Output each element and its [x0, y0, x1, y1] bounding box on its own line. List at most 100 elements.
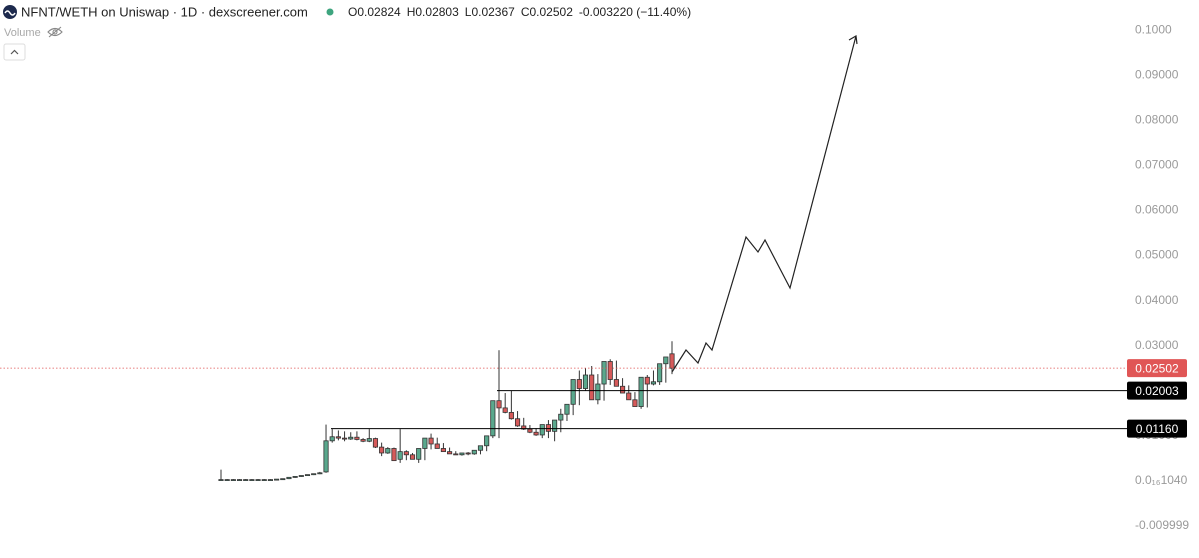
- candle-body: [644, 376, 650, 385]
- candle-body: [379, 446, 385, 454]
- candle-body: [385, 448, 391, 454]
- candle-body: [366, 438, 372, 442]
- candle-body: [409, 454, 416, 460]
- candle-body: [570, 379, 576, 405]
- candle-body: [348, 436, 354, 440]
- candle-body: [607, 361, 613, 380]
- candle-body: [514, 418, 521, 427]
- candle-body: [255, 479, 261, 481]
- candle-body: [354, 436, 360, 440]
- candle-body: [311, 473, 317, 476]
- price-badge: [1127, 381, 1187, 400]
- candle-body: [657, 363, 663, 383]
- candle-body: [508, 412, 514, 420]
- candle-body: [576, 379, 582, 389]
- candle-body: [539, 424, 545, 436]
- candle-body: [669, 353, 675, 369]
- candle-body: [422, 437, 428, 449]
- candle-body: [552, 419, 558, 432]
- y-tick-label: 0.03000: [1135, 338, 1179, 352]
- candle-body: [490, 400, 496, 437]
- candle-body: [477, 445, 484, 451]
- ohlc-close: C0.02502: [521, 5, 573, 19]
- candle-body: [638, 376, 644, 407]
- candle-body: [292, 476, 298, 478]
- y-tick-label: 0.04000: [1135, 293, 1179, 307]
- collapse-caret: [10, 49, 19, 55]
- candle-body: [484, 435, 490, 447]
- candle-body: [298, 475, 304, 477]
- candle-body: [601, 361, 607, 385]
- price-badge-label: 0.02502: [1135, 361, 1179, 375]
- candle-body: [626, 392, 632, 401]
- collapse-button[interactable]: [3, 43, 26, 61]
- y-tick-label: -0.009999: [1135, 518, 1189, 532]
- candle-body: [453, 453, 459, 456]
- candle-body: [249, 479, 255, 481]
- ohlc-change: -0.003220 (−11.40%): [579, 5, 691, 19]
- ohlc-low: L0.02367: [465, 5, 515, 19]
- candle-body: [280, 478, 286, 481]
- candle-body: [496, 400, 502, 409]
- candle-body: [632, 399, 638, 407]
- candle-body: [274, 478, 280, 481]
- candle-body: [663, 356, 669, 365]
- candle-body: [582, 374, 589, 389]
- candle-body: [558, 413, 564, 421]
- candle-body: [440, 448, 446, 453]
- candle-body: [360, 439, 366, 442]
- candle-body: [317, 472, 323, 475]
- ohlc-open: O0.02824: [348, 5, 401, 19]
- candle-body: [341, 437, 348, 440]
- candle-body: [416, 448, 422, 460]
- candle-body: [650, 381, 657, 385]
- candle-body: [589, 374, 595, 401]
- candle-body: [236, 479, 243, 481]
- candle-body: [613, 379, 619, 387]
- candle-body: [533, 431, 539, 436]
- volume-label[interactable]: Volume: [4, 27, 41, 39]
- price-badge: [1127, 359, 1187, 378]
- ohlc: O0.02824 H0.02803 L0.02367 C0.02502 -0.00322…: [348, 5, 691, 19]
- candle-body: [218, 479, 224, 481]
- y-tick-label: 0.09000: [1135, 67, 1179, 81]
- price-badge-label: 0.02003: [1135, 384, 1179, 398]
- y-tick-label: 0.06000: [1135, 203, 1179, 217]
- candle-body: [595, 383, 601, 401]
- candle-body: [620, 385, 626, 394]
- candle-body: [459, 452, 465, 456]
- candle-body: [261, 479, 267, 481]
- eye-icon[interactable]: [47, 26, 63, 38]
- price-badge: [1127, 419, 1187, 438]
- ohlc-high: H0.02803: [407, 5, 459, 19]
- candle-body: [465, 452, 471, 455]
- candle-body: [502, 407, 508, 413]
- candle-body: [397, 451, 403, 460]
- candle-body: [434, 443, 440, 449]
- candle-body: [545, 424, 552, 432]
- candle-body: [447, 451, 453, 455]
- candle-body: [527, 428, 533, 433]
- candle-body: [471, 449, 477, 455]
- y-tick-label: 0.07000: [1135, 158, 1179, 172]
- candle-body: [391, 448, 397, 462]
- candle-body: [230, 479, 236, 481]
- candle-body: [403, 451, 409, 456]
- candle-body: [267, 479, 273, 481]
- y-tick-label: 0.1000: [1135, 22, 1172, 36]
- candle-body: [224, 479, 230, 481]
- candle-body: [564, 403, 570, 415]
- y-tick-label: 0.08000: [1135, 113, 1179, 127]
- candle-body: [335, 436, 341, 439]
- candle-body: [428, 437, 434, 445]
- candle-body: [323, 440, 329, 473]
- chart-title: NFNT/WETH on Uniswap · 1D · dexscreener.…: [21, 4, 308, 19]
- candle-body: [329, 436, 335, 442]
- pair-icon-glyph: [4, 10, 16, 16]
- drawn-arrow: [671, 35, 858, 373]
- y-tick-label: 0.0₁₆1040: [1135, 473, 1188, 487]
- price-badge-label: 0.01160: [1136, 422, 1179, 436]
- candle-body: [243, 479, 249, 481]
